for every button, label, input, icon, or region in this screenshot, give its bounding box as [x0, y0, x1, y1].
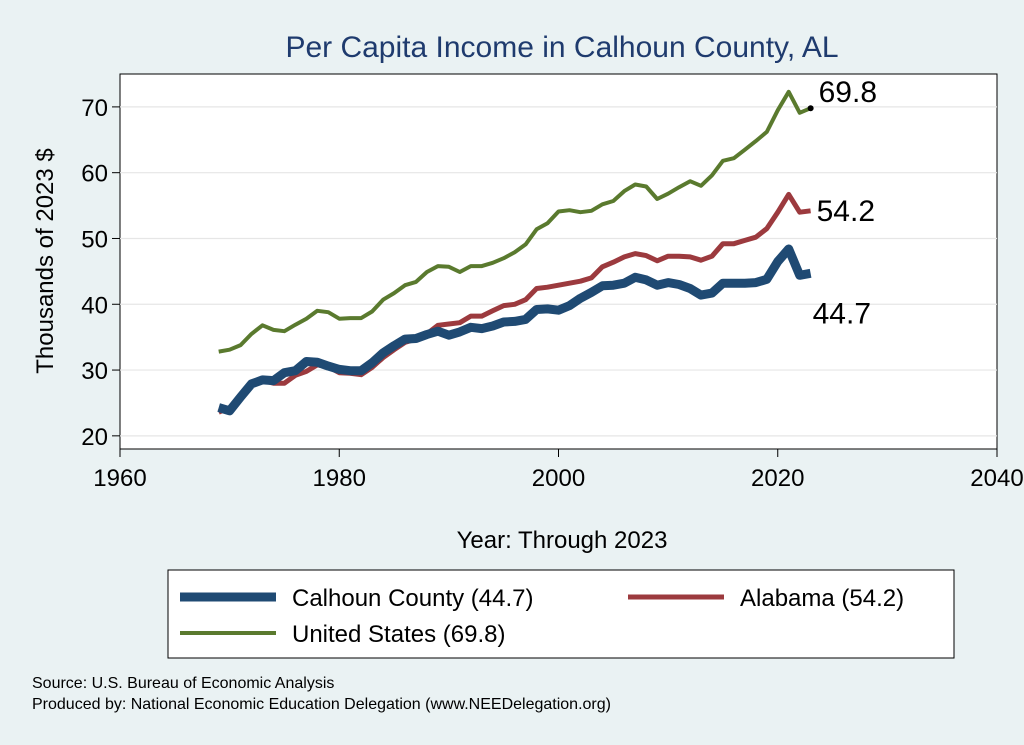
y-tick-label: 50 [81, 226, 108, 253]
gridlines [120, 106, 997, 437]
chart-title: Per Capita Income in Calhoun County, AL [285, 31, 838, 64]
series-line-2 [217, 244, 812, 416]
y-tick-label: 40 [81, 292, 108, 319]
x-axis-label: Year: Through 2023 [457, 527, 668, 554]
legend-label: Calhoun County (44.7) [292, 585, 533, 612]
legend-items: Calhoun County (44.7) Alabama (54.2) Unite… [180, 585, 904, 648]
y-tick-label: 30 [81, 358, 108, 385]
end-value-label: 54.2 [817, 195, 875, 228]
legend-label: United States (69.8) [292, 621, 505, 648]
end-labels: 69.8 54.2 44.7 [807, 76, 877, 330]
x-tick-label: 1960 [93, 465, 146, 492]
plot-area [119, 73, 998, 450]
x-tick-label: 2020 [751, 465, 804, 492]
legend-label: Alabama (54.2) [740, 585, 904, 612]
legend [167, 569, 955, 659]
y-tick-label: 60 [81, 161, 108, 188]
x-tick-label: 2040 [970, 465, 1023, 492]
x-tick-label: 1980 [313, 465, 366, 492]
series-layer [217, 89, 812, 416]
end-value-label: 44.7 [813, 297, 871, 330]
y-tick-label: 20 [81, 424, 108, 451]
series-line-0 [218, 89, 812, 354]
x-tick-label: 2000 [532, 465, 585, 492]
y-tick-label: 70 [81, 95, 108, 122]
y-axis: 20 30 40 50 60 70 [81, 95, 120, 451]
source-note: Source: U.S. Bureau of Economic Analysis [32, 675, 334, 692]
y-axis-label: Thousands of 2023 $ [32, 148, 59, 374]
end-marker [807, 105, 814, 112]
produced-by-note: Produced by: National Economic Education… [32, 696, 611, 713]
end-value-label: 69.8 [819, 76, 877, 109]
x-axis: 1960 1980 2000 2020 2040 [93, 449, 1024, 492]
